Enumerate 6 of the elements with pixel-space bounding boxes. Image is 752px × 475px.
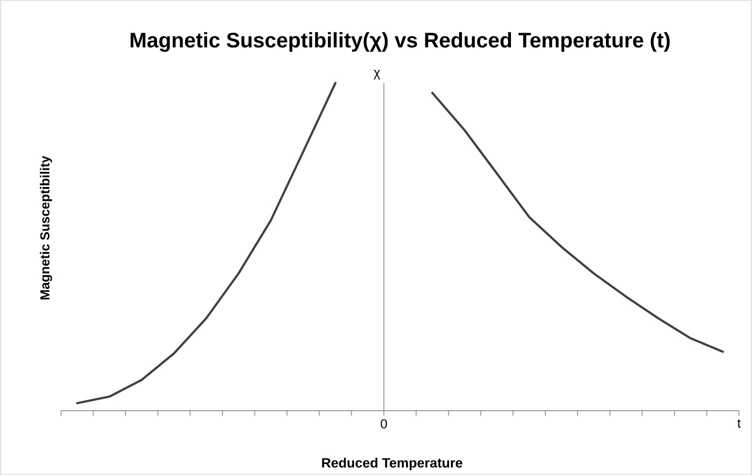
x-axis-title: Reduced Temperature bbox=[322, 458, 462, 470]
text: 0 bbox=[380, 419, 387, 428]
chart-title: Magnetic Susceptibility(χ) vs Reduced Temperature (t) bbox=[130, 32, 670, 52]
text: χ bbox=[374, 70, 380, 80]
y-axis-title: Magnetic Susceptibility bbox=[40, 156, 52, 300]
text: t bbox=[737, 419, 741, 428]
